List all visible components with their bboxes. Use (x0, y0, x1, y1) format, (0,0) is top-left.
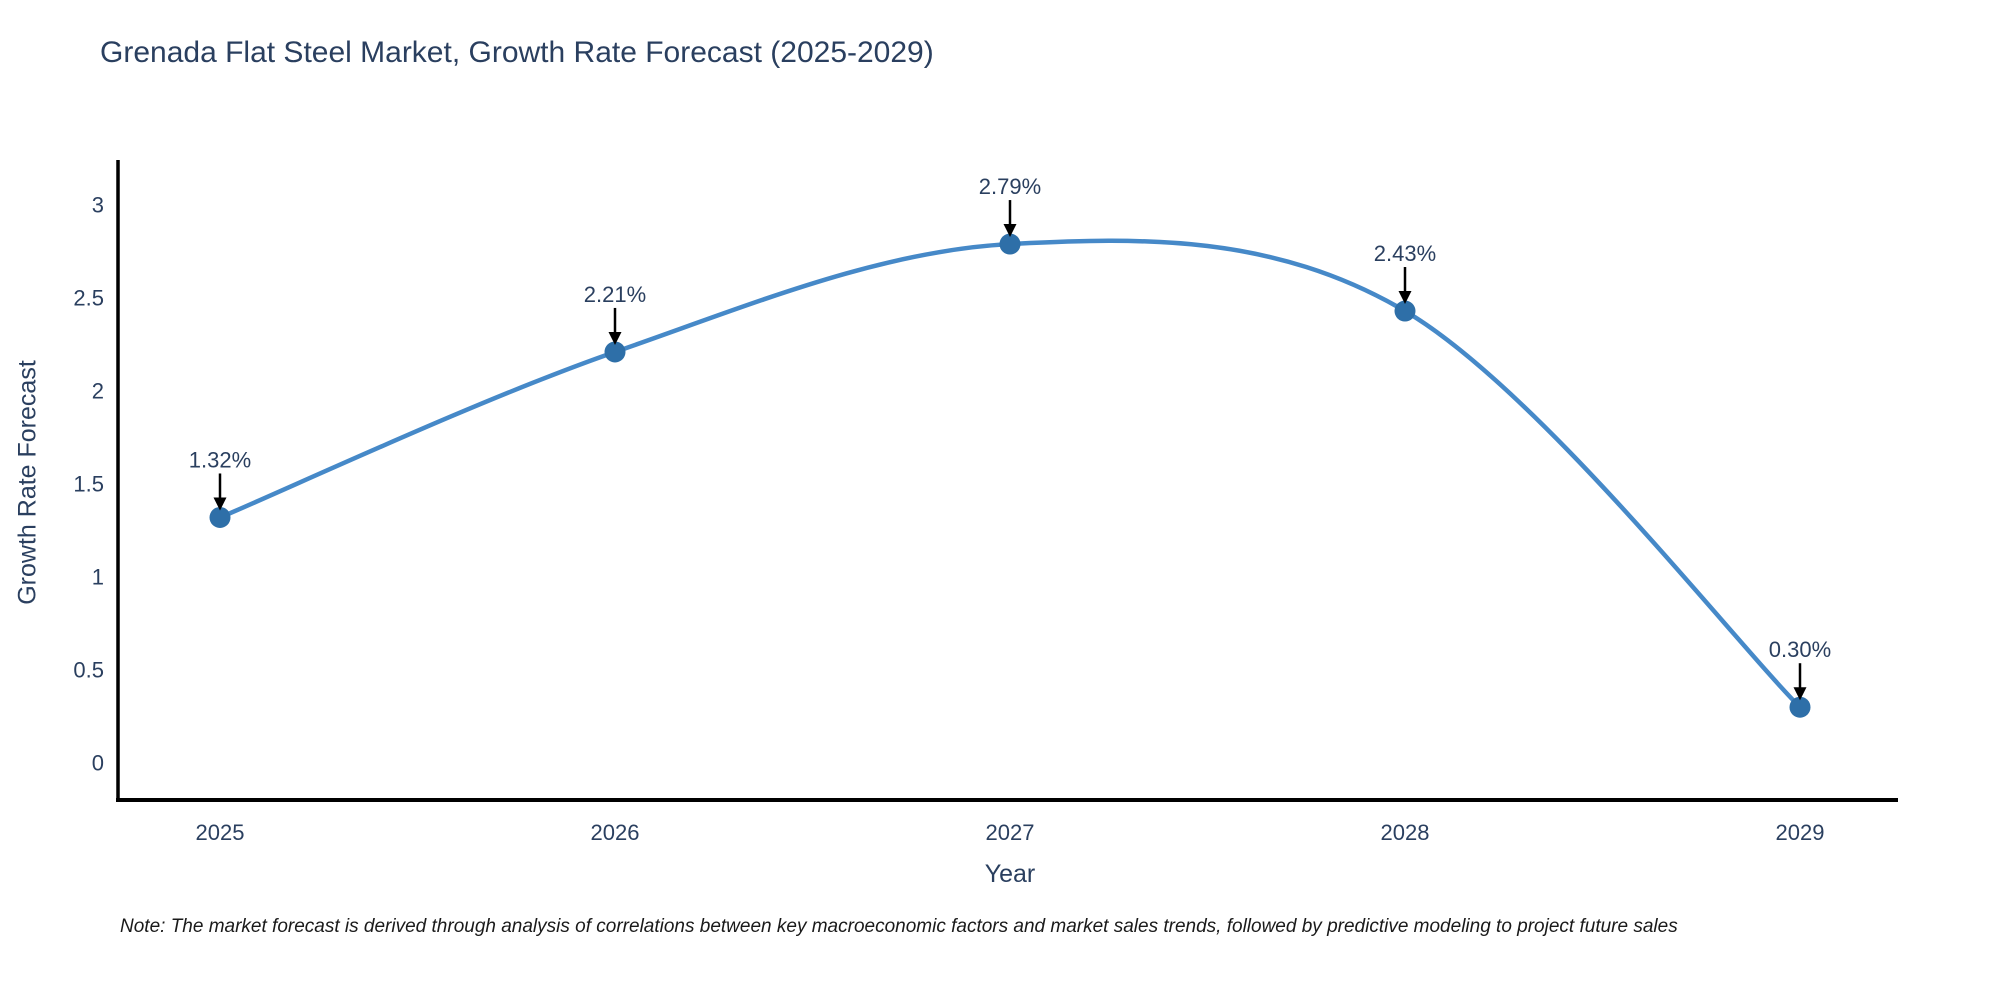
forecast-line (219, 238, 1802, 709)
chart-title: Grenada Flat Steel Market, Growth Rate F… (100, 36, 934, 69)
annotation-arrowhead-icon (608, 331, 622, 345)
x-tick-label: 2029 (1776, 820, 1825, 845)
footnote: Note: The market forecast is derived thr… (120, 916, 1678, 937)
data-point-label: 0.30% (1769, 637, 1831, 662)
data-point-label: 2.43% (1374, 241, 1436, 266)
annotation-arrowhead-icon (1398, 291, 1412, 305)
y-axis-title: Growth Rate Forecast (13, 360, 42, 605)
annotation-arrowhead-icon (213, 497, 227, 511)
data-point-label: 2.21% (584, 282, 646, 307)
y-tick-label: 1 (92, 565, 104, 590)
annotation-arrowhead-icon (1003, 224, 1017, 238)
y-tick-label: 2 (92, 379, 104, 404)
data-point-marker[interactable] (604, 341, 626, 363)
data-point-marker[interactable] (1789, 696, 1811, 718)
y-tick-label: 3 (92, 193, 104, 218)
y-tick-label: 0 (92, 751, 104, 776)
y-tick-label: 0.5 (73, 658, 104, 683)
data-point-label: 1.32% (189, 447, 251, 472)
x-axis-title: Year (984, 860, 1036, 888)
x-tick-label: 2025 (196, 820, 245, 845)
data-point-marker[interactable] (999, 233, 1021, 255)
data-point-label: 2.79% (979, 174, 1041, 199)
x-tick-label: 2027 (986, 820, 1035, 845)
data-point-marker[interactable] (209, 506, 231, 528)
data-point-marker[interactable] (1394, 300, 1416, 322)
annotation-arrowhead-icon (1793, 687, 1807, 701)
y-tick-label: 2.5 (73, 286, 104, 311)
y-tick-label: 1.5 (73, 472, 104, 497)
x-tick-label: 2026 (591, 820, 640, 845)
x-tick-label: 2028 (1381, 820, 1430, 845)
